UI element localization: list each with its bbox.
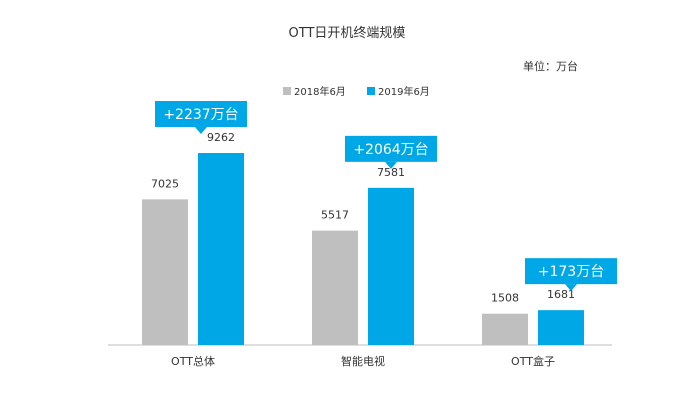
data-label-2019-1: 7581 [377, 166, 405, 179]
bar-2019-2 [538, 310, 584, 345]
bar-2018-0 [142, 199, 188, 345]
legend-swatch-2018 [283, 87, 291, 95]
callout-pointer-1 [385, 161, 397, 169]
data-label-2019-0: 9262 [207, 131, 235, 144]
data-label-2018-0: 7025 [151, 177, 179, 190]
data-label-2018-2: 1508 [491, 292, 519, 305]
bars-group: 7025 9262 5517 7581 1508 1681 [142, 131, 584, 345]
callout-pointer-2 [565, 284, 577, 292]
bar-2018-2 [482, 313, 528, 345]
callouts-group: +2237万台 +2064万台 +173万台 [155, 101, 617, 292]
callout-text-0: +2237万台 [163, 107, 238, 123]
chart-title: OTT日开机终端规模 [289, 25, 406, 41]
callout-box-2 [525, 258, 617, 285]
x-axis-labels: OTT总体 智能电视 OTT盒子 [171, 354, 555, 368]
legend-label-2019: 2019年6月 [378, 85, 430, 98]
callout-text-2: +173万台 [538, 264, 604, 280]
unit-label: 单位：万台 [523, 59, 578, 73]
data-label-2019-2: 1681 [547, 288, 575, 301]
callout-box-0 [155, 101, 247, 127]
x-tick-label-0: OTT总体 [171, 354, 215, 368]
x-tick-label-2: OTT盒子 [511, 354, 555, 368]
legend-swatch-2019 [367, 87, 375, 95]
callout-box-1 [345, 135, 437, 162]
bar-2019-0 [198, 153, 244, 345]
legend: 2018年6月 2019年6月 [283, 85, 430, 98]
legend-label-2018: 2018年6月 [294, 85, 346, 98]
data-label-2018-1: 5517 [321, 209, 349, 222]
callout-pointer-0 [195, 127, 207, 134]
bar-2019-1 [368, 187, 414, 345]
callout-text-1: +2064万台 [353, 142, 428, 158]
x-tick-label-1: 智能电视 [341, 354, 385, 368]
bar-2018-1 [312, 230, 358, 345]
